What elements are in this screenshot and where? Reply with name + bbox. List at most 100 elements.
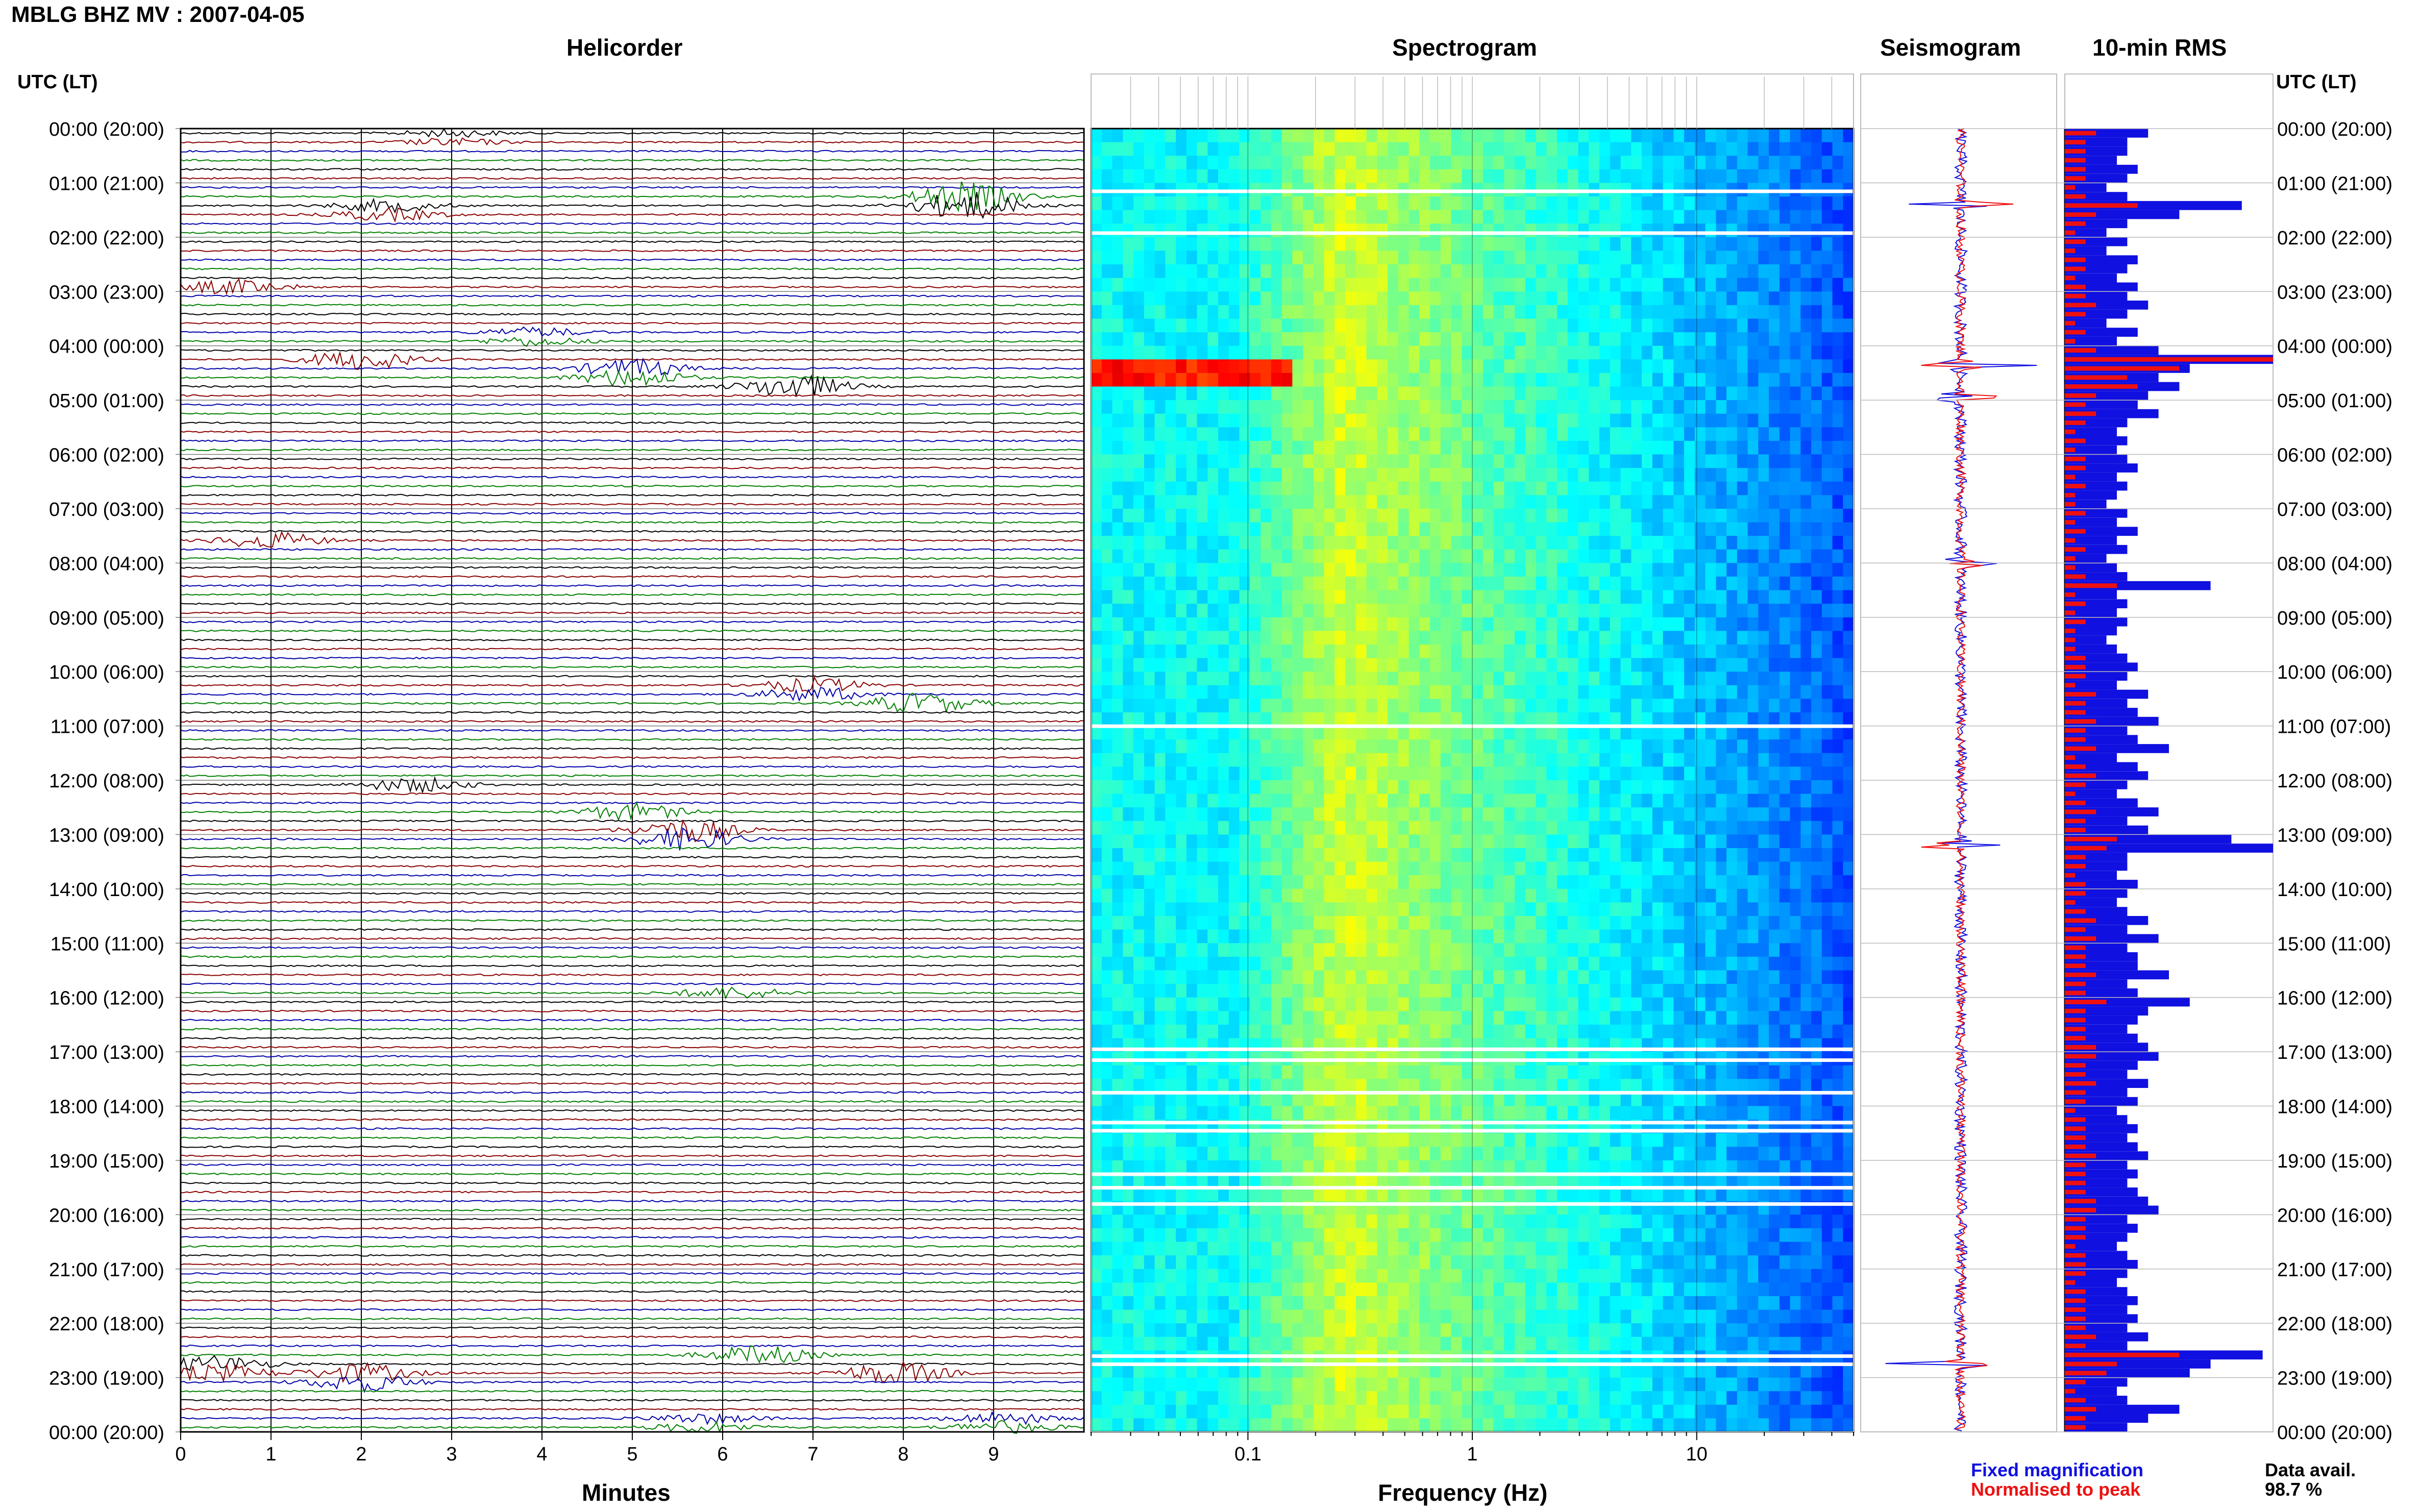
spectrogram-cell [1567, 413, 1579, 428]
spectrogram-cell [1599, 549, 1611, 563]
spectrogram-cell [1504, 631, 1515, 645]
spectrogram-cell [1790, 210, 1801, 224]
spectrogram-cell [1250, 142, 1261, 156]
spectrogram-cell [1462, 861, 1473, 876]
spectrogram-cell [1483, 563, 1494, 577]
spectrogram-cell [1176, 848, 1187, 862]
spectrogram-cell [1462, 563, 1473, 577]
spectrogram-cell [1345, 386, 1356, 401]
spectrogram-cell [1228, 129, 1240, 143]
spectrogram-cell [1154, 318, 1166, 333]
spectrogram-cell [1832, 645, 1843, 659]
helicorder-trace [180, 901, 1084, 904]
spectrogram-cell [1515, 264, 1526, 279]
spectrogram-cell [1599, 251, 1611, 265]
spectrogram-cell [1355, 440, 1367, 455]
spectrogram-cell [1292, 766, 1303, 781]
spectrogram-cell [1123, 821, 1134, 835]
spectrogram-cell [1747, 156, 1759, 170]
spectrogram-cell [1144, 359, 1155, 374]
spectrogram-cell [1345, 454, 1356, 468]
spectrogram-cell [1366, 997, 1377, 1011]
helicorder-trace [180, 484, 1084, 488]
spectrogram-cell [1546, 699, 1558, 713]
spectrogram-cell [1292, 794, 1303, 808]
spectrogram-cell [1101, 1024, 1113, 1039]
spectrogram-cell [1483, 1011, 1494, 1025]
spectrogram-cell [1493, 332, 1504, 346]
spectrogram-cell [1281, 902, 1293, 916]
spectrogram-cell [1472, 549, 1484, 563]
spectrogram-cell [1737, 169, 1748, 183]
spectrogram-cell [1716, 753, 1727, 767]
spectrogram-cell [1250, 522, 1261, 536]
helicorder-trace [180, 267, 1084, 270]
spectrogram-cell [1673, 156, 1685, 170]
spectrogram-cell [1207, 658, 1219, 672]
spectrogram-cell [1324, 699, 1335, 713]
spectrogram-cell [1218, 291, 1229, 306]
spectrogram-cell [1409, 997, 1420, 1011]
spectrogram-cell [1112, 956, 1123, 971]
spectrogram-cell [1271, 224, 1282, 238]
spectrogram-cell [1663, 251, 1674, 265]
spectrogram-cell [1811, 386, 1822, 401]
spectrogram-cell [1324, 604, 1335, 618]
spectrogram-cell [1843, 237, 1854, 251]
spectrogram-cell [1694, 156, 1706, 170]
spectrogram-cell [1599, 834, 1611, 849]
spectrogram-cell [1430, 929, 1441, 944]
spectrogram-cell [1271, 251, 1282, 265]
spectrogram-cell [1377, 658, 1388, 672]
spectrogram-cell [1176, 875, 1187, 889]
spectrogram-cell [1525, 888, 1537, 903]
spectrogram-cell [1366, 929, 1377, 944]
spectrogram-cell [1642, 929, 1653, 944]
spectrogram-cell [1419, 834, 1430, 849]
spectrogram-cell [1292, 753, 1303, 767]
spectrogram-cell [1123, 522, 1134, 536]
spectrogram-cell [1355, 508, 1367, 523]
spectrogram-cell [1409, 712, 1420, 727]
spectrogram-cell [1355, 400, 1367, 414]
spectrogram-cell [1800, 1024, 1812, 1039]
spectrogram-cell [1663, 224, 1674, 238]
spectrogram-cell [1440, 807, 1452, 822]
spectrogram-cell [1451, 943, 1462, 957]
spectrogram-cell [1631, 997, 1642, 1011]
spectrogram-cell [1642, 645, 1653, 659]
spectrogram-cell [1673, 902, 1685, 916]
spectrogram-cell [1843, 821, 1854, 835]
spectrogram-cell [1631, 984, 1642, 998]
spectrogram-cell [1493, 468, 1504, 482]
spectrogram-cell [1123, 645, 1134, 659]
spectrogram-cell [1758, 970, 1769, 984]
spectrogram-cell [1292, 875, 1303, 889]
spectrogram-cell [1536, 766, 1547, 781]
spectrogram-cell [1228, 631, 1240, 645]
spectrogram-cell [1694, 291, 1706, 306]
spectrogram-cell [1610, 658, 1621, 672]
spectrogram-cell [1504, 495, 1515, 509]
spectrogram-cell [1599, 888, 1611, 903]
spectrogram-cell [1218, 739, 1229, 754]
spectrogram-cell [1292, 210, 1303, 224]
spectrogram-cell [1716, 359, 1727, 374]
spectrogram-cell [1228, 617, 1240, 631]
spectrogram-cell [1843, 156, 1854, 170]
spectrogram-cell [1409, 481, 1420, 495]
spectrogram-cell [1800, 440, 1812, 455]
spectrogram-cell [1271, 237, 1282, 251]
spectrogram-cell [1483, 902, 1494, 916]
spectrogram-cell [1800, 997, 1812, 1011]
spectrogram-cell [1790, 956, 1801, 971]
spectrogram-cell [1091, 129, 1102, 143]
spectrogram-cell [1218, 318, 1229, 333]
spectrogram-cell [1726, 156, 1738, 170]
spectrogram-cell [1589, 672, 1600, 686]
spectrogram-cell [1419, 699, 1430, 713]
spectrogram-cell [1335, 645, 1346, 659]
spectrogram-cell [1218, 916, 1229, 930]
spectrogram-cell [1493, 536, 1504, 550]
spectrogram-cell [1451, 413, 1462, 428]
